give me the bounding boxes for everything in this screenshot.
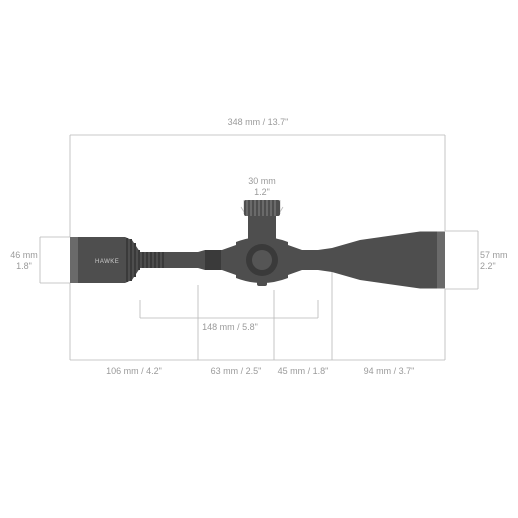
scope-silhouette bbox=[70, 200, 445, 289]
brand-label: HAWKE bbox=[95, 259, 119, 265]
dim-turret: 30 mm1.2" bbox=[232, 176, 292, 198]
dim-left-height: 46 mm1.8" bbox=[2, 250, 46, 272]
scope-dimension-diagram: HAWKE bbox=[0, 0, 518, 518]
dim-seg3: 45 mm / 1.8" bbox=[270, 366, 336, 377]
dim-seg4: 94 mm / 3.7" bbox=[350, 366, 428, 377]
dim-overall: 348 mm / 13.7" bbox=[218, 117, 298, 128]
dim-seg1: 106 mm / 4.2" bbox=[94, 366, 174, 377]
dim-right-height: 57 mm2.2" bbox=[480, 250, 518, 272]
top-turret bbox=[244, 200, 280, 244]
dim-seg2: 63 mm / 2.5" bbox=[200, 366, 272, 377]
dim-tube: 148 mm / 5.8" bbox=[190, 322, 270, 333]
